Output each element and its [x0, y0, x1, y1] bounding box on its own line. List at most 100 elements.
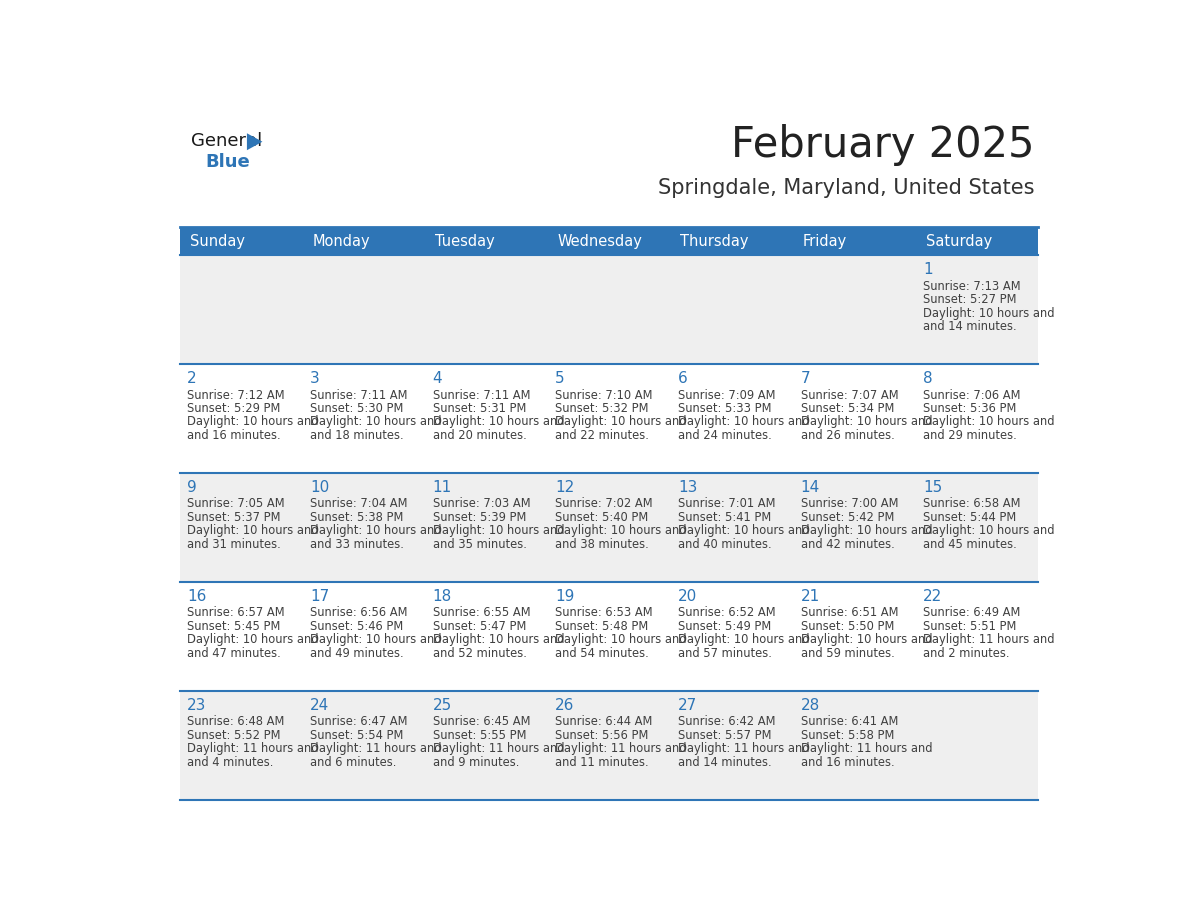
- Text: Daylight: 10 hours and: Daylight: 10 hours and: [923, 524, 1055, 537]
- Text: 7: 7: [801, 371, 810, 386]
- Text: and 20 minutes.: and 20 minutes.: [432, 429, 526, 442]
- Bar: [179, 473, 1038, 582]
- Text: 18: 18: [432, 589, 451, 604]
- Text: Sunset: 5:48 PM: Sunset: 5:48 PM: [555, 620, 649, 633]
- Text: Sunrise: 6:47 AM: Sunrise: 6:47 AM: [310, 715, 407, 728]
- Text: Sunrise: 6:44 AM: Sunrise: 6:44 AM: [555, 715, 652, 728]
- Text: Sunrise: 7:05 AM: Sunrise: 7:05 AM: [188, 498, 285, 510]
- Text: Daylight: 10 hours and: Daylight: 10 hours and: [188, 524, 318, 537]
- Text: Sunrise: 7:13 AM: Sunrise: 7:13 AM: [923, 280, 1020, 293]
- Text: Sunrise: 6:56 AM: Sunrise: 6:56 AM: [310, 607, 407, 620]
- Bar: [916, 227, 1038, 255]
- Bar: [548, 227, 670, 255]
- Text: Sunrise: 6:41 AM: Sunrise: 6:41 AM: [801, 715, 898, 728]
- Text: Sunrise: 7:09 AM: Sunrise: 7:09 AM: [678, 388, 776, 401]
- Bar: [302, 227, 425, 255]
- Text: Sunset: 5:46 PM: Sunset: 5:46 PM: [310, 620, 403, 633]
- Text: Sunset: 5:31 PM: Sunset: 5:31 PM: [432, 402, 526, 415]
- Text: Daylight: 11 hours and: Daylight: 11 hours and: [923, 633, 1055, 646]
- Text: Sunset: 5:44 PM: Sunset: 5:44 PM: [923, 511, 1017, 524]
- Text: 5: 5: [555, 371, 564, 386]
- Text: and 47 minutes.: and 47 minutes.: [188, 647, 282, 660]
- Text: Sunset: 5:54 PM: Sunset: 5:54 PM: [310, 729, 403, 742]
- Text: General: General: [191, 131, 263, 150]
- Text: Daylight: 11 hours and: Daylight: 11 hours and: [555, 743, 687, 756]
- Text: Sunrise: 6:45 AM: Sunrise: 6:45 AM: [432, 715, 530, 728]
- Text: Sunset: 5:47 PM: Sunset: 5:47 PM: [432, 620, 526, 633]
- Text: Sunrise: 6:51 AM: Sunrise: 6:51 AM: [801, 607, 898, 620]
- Bar: [179, 582, 1038, 691]
- Text: 20: 20: [678, 589, 697, 604]
- Text: Daylight: 10 hours and: Daylight: 10 hours and: [801, 416, 933, 429]
- Text: Sunrise: 7:10 AM: Sunrise: 7:10 AM: [555, 388, 652, 401]
- Text: Daylight: 10 hours and: Daylight: 10 hours and: [923, 416, 1055, 429]
- Text: and 38 minutes.: and 38 minutes.: [555, 538, 649, 551]
- Text: 13: 13: [678, 480, 697, 495]
- Text: and 52 minutes.: and 52 minutes.: [432, 647, 526, 660]
- Text: 21: 21: [801, 589, 820, 604]
- Text: Sunset: 5:29 PM: Sunset: 5:29 PM: [188, 402, 280, 415]
- Text: Daylight: 10 hours and: Daylight: 10 hours and: [801, 524, 933, 537]
- Text: Sunrise: 6:49 AM: Sunrise: 6:49 AM: [923, 607, 1020, 620]
- Text: Sunrise: 7:02 AM: Sunrise: 7:02 AM: [555, 498, 653, 510]
- Text: 19: 19: [555, 589, 575, 604]
- Text: and 42 minutes.: and 42 minutes.: [801, 538, 895, 551]
- Text: Sunrise: 6:57 AM: Sunrise: 6:57 AM: [188, 607, 285, 620]
- Text: and 4 minutes.: and 4 minutes.: [188, 756, 273, 768]
- Text: 6: 6: [678, 371, 688, 386]
- Text: Wednesday: Wednesday: [557, 234, 643, 249]
- Text: Daylight: 10 hours and: Daylight: 10 hours and: [188, 633, 318, 646]
- Text: and 16 minutes.: and 16 minutes.: [188, 429, 280, 442]
- Text: February 2025: February 2025: [731, 124, 1035, 166]
- Text: Tuesday: Tuesday: [435, 234, 494, 249]
- Text: and 29 minutes.: and 29 minutes.: [923, 429, 1017, 442]
- Text: Sunrise: 7:12 AM: Sunrise: 7:12 AM: [188, 388, 285, 401]
- Text: Sunset: 5:38 PM: Sunset: 5:38 PM: [310, 511, 403, 524]
- Text: 16: 16: [188, 589, 207, 604]
- Text: Sunset: 5:51 PM: Sunset: 5:51 PM: [923, 620, 1017, 633]
- Text: 8: 8: [923, 371, 933, 386]
- Text: Daylight: 10 hours and: Daylight: 10 hours and: [310, 524, 442, 537]
- Text: Sunrise: 7:06 AM: Sunrise: 7:06 AM: [923, 388, 1020, 401]
- Text: and 54 minutes.: and 54 minutes.: [555, 647, 649, 660]
- Text: 14: 14: [801, 480, 820, 495]
- Text: Sunrise: 6:42 AM: Sunrise: 6:42 AM: [678, 715, 776, 728]
- Text: and 59 minutes.: and 59 minutes.: [801, 647, 895, 660]
- Text: 27: 27: [678, 698, 697, 713]
- Text: Sunset: 5:39 PM: Sunset: 5:39 PM: [432, 511, 526, 524]
- Text: Sunrise: 6:52 AM: Sunrise: 6:52 AM: [678, 607, 776, 620]
- Text: Sunset: 5:41 PM: Sunset: 5:41 PM: [678, 511, 771, 524]
- Text: Daylight: 11 hours and: Daylight: 11 hours and: [678, 743, 809, 756]
- Bar: [179, 255, 1038, 364]
- Text: and 22 minutes.: and 22 minutes.: [555, 429, 649, 442]
- Bar: [670, 227, 792, 255]
- Text: 12: 12: [555, 480, 575, 495]
- Text: and 57 minutes.: and 57 minutes.: [678, 647, 772, 660]
- Text: and 14 minutes.: and 14 minutes.: [923, 320, 1017, 333]
- Text: 23: 23: [188, 698, 207, 713]
- Text: and 9 minutes.: and 9 minutes.: [432, 756, 519, 768]
- Text: Daylight: 10 hours and: Daylight: 10 hours and: [432, 416, 564, 429]
- Text: Daylight: 10 hours and: Daylight: 10 hours and: [432, 633, 564, 646]
- Text: Sunrise: 6:55 AM: Sunrise: 6:55 AM: [432, 607, 530, 620]
- Text: Sunrise: 7:00 AM: Sunrise: 7:00 AM: [801, 498, 898, 510]
- Text: Sunday: Sunday: [190, 234, 245, 249]
- Text: 28: 28: [801, 698, 820, 713]
- Text: Sunset: 5:27 PM: Sunset: 5:27 PM: [923, 293, 1017, 306]
- Text: Sunset: 5:37 PM: Sunset: 5:37 PM: [188, 511, 280, 524]
- Text: Sunset: 5:42 PM: Sunset: 5:42 PM: [801, 511, 895, 524]
- Text: 3: 3: [310, 371, 320, 386]
- Text: Sunset: 5:58 PM: Sunset: 5:58 PM: [801, 729, 895, 742]
- Text: 22: 22: [923, 589, 942, 604]
- Text: Thursday: Thursday: [681, 234, 748, 249]
- Text: and 11 minutes.: and 11 minutes.: [555, 756, 649, 768]
- Text: Blue: Blue: [206, 153, 249, 172]
- Text: Sunset: 5:55 PM: Sunset: 5:55 PM: [432, 729, 526, 742]
- Bar: [792, 227, 916, 255]
- Text: Sunset: 5:57 PM: Sunset: 5:57 PM: [678, 729, 771, 742]
- Text: 2: 2: [188, 371, 197, 386]
- Text: and 2 minutes.: and 2 minutes.: [923, 647, 1010, 660]
- Bar: [179, 364, 1038, 473]
- Text: Daylight: 10 hours and: Daylight: 10 hours and: [310, 416, 442, 429]
- Text: Daylight: 10 hours and: Daylight: 10 hours and: [555, 416, 687, 429]
